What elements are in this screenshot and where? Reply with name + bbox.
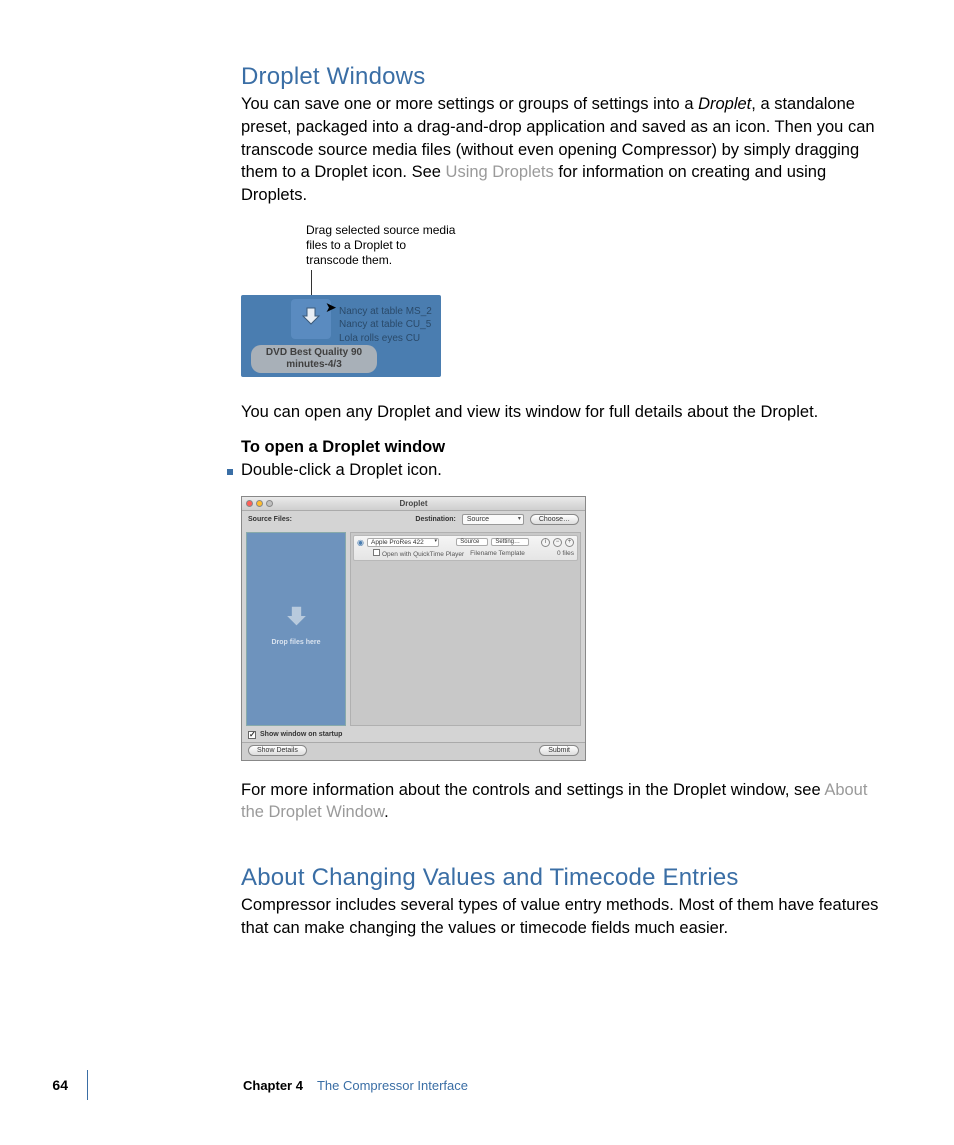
- preset-select[interactable]: Apple ProRes 422: [367, 538, 439, 547]
- window-footer-checkbox-row: Show window on startup: [242, 728, 585, 742]
- drop-zone-label: Drop files here: [272, 639, 321, 646]
- paragraph-open-droplet: You can open any Droplet and view its wi…: [241, 401, 882, 424]
- callout-text: Drag selected source media files to a Dr…: [306, 223, 456, 268]
- text-p1-italic: Droplet: [698, 95, 751, 113]
- task-step-row: Double-click a Droplet icon.: [227, 461, 882, 480]
- droplet-desktop-tile: ➤ Nancy at table MS_2 Nancy at table CU_…: [241, 295, 441, 377]
- bullet-icon: [227, 469, 233, 475]
- open-qt-label: Open with QuickTime Player: [382, 551, 464, 558]
- submit-button[interactable]: Submit: [539, 745, 579, 756]
- destination-select[interactable]: Source: [462, 514, 524, 525]
- show-on-startup-label: Show window on startup: [260, 731, 342, 738]
- open-qt-checkbox[interactable]: [373, 549, 380, 556]
- paragraph-more-info: For more information about the controls …: [241, 779, 882, 825]
- drop-arrow-icon: [282, 603, 310, 631]
- window-title: Droplet: [242, 499, 585, 508]
- add-icon[interactable]: +: [565, 538, 574, 547]
- source-pill-button[interactable]: Source: [456, 538, 488, 546]
- section-heading-droplet-windows: Droplet Windows: [241, 63, 882, 91]
- settings-panel: ◉ Apple ProRes 422 Source Setting… i − +…: [350, 532, 581, 726]
- chapter-title: The Compressor Interface: [317, 1078, 468, 1093]
- drop-zone[interactable]: Drop files here: [246, 532, 346, 726]
- window-footer-buttons: Show Details Submit: [242, 742, 585, 760]
- file-item: Lola rolls eyes CU: [339, 332, 432, 346]
- window-toolbar: Source Files: Destination: Source Choose…: [242, 511, 585, 528]
- show-details-button[interactable]: Show Details: [248, 745, 307, 756]
- dragged-file-list: Nancy at table MS_2 Nancy at table CU_5 …: [339, 305, 432, 346]
- window-titlebar: Droplet: [242, 497, 585, 511]
- paragraph-intro: You can save one or more settings or gro…: [241, 93, 882, 207]
- preset-row: ◉ Apple ProRes 422 Source Setting… i − +…: [353, 535, 578, 561]
- paragraph-changing-values: Compressor includes several types of val…: [241, 894, 882, 940]
- setting-pill-button[interactable]: Setting…: [491, 538, 529, 546]
- preset-gear-icon: ◉: [357, 538, 364, 547]
- figure-droplet-drag: Drag selected source media files to a Dr…: [241, 223, 441, 383]
- choose-button[interactable]: Choose…: [530, 514, 579, 525]
- droplet-window-figure: Droplet Source Files: Destination: Sourc…: [241, 496, 586, 761]
- section-heading-changing-values: About Changing Values and Timecode Entri…: [241, 864, 882, 892]
- cursor-icon: ➤: [325, 299, 337, 316]
- footer-rule: [87, 1070, 88, 1100]
- text-p1a: You can save one or more settings or gro…: [241, 95, 698, 113]
- link-using-droplets[interactable]: Using Droplets: [446, 163, 554, 181]
- files-count-label: 0 files: [557, 550, 574, 557]
- page-footer: 64 Chapter 4 The Compressor Interface: [0, 1070, 954, 1100]
- task-subheading: To open a Droplet window: [241, 438, 882, 457]
- destination-label: Destination:: [415, 516, 455, 523]
- show-on-startup-checkbox[interactable]: [248, 731, 256, 739]
- remove-icon[interactable]: −: [553, 538, 562, 547]
- file-item: Nancy at table MS_2: [339, 305, 432, 319]
- file-item: Nancy at table CU_5: [339, 318, 432, 332]
- task-step-text: Double-click a Droplet icon.: [241, 461, 442, 480]
- source-files-label: Source Files:: [248, 516, 292, 523]
- chapter-label: Chapter 4: [243, 1078, 303, 1093]
- filename-template-label: Filename Template: [470, 550, 525, 557]
- download-arrow-icon: [299, 305, 323, 329]
- text-p3b: .: [384, 803, 389, 821]
- text-p3a: For more information about the controls …: [241, 781, 824, 799]
- page-number: 64: [0, 1077, 88, 1093]
- window-body: Drop files here ◉ Apple ProRes 422 Sourc…: [242, 528, 585, 728]
- info-icon[interactable]: i: [541, 538, 550, 547]
- droplet-name-label: DVD Best Quality 90 minutes-4/3: [251, 345, 377, 373]
